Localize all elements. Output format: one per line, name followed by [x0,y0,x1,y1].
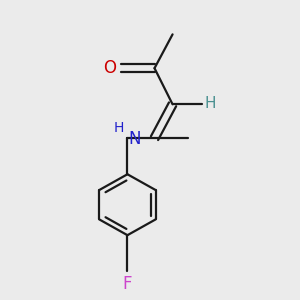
Text: F: F [123,275,132,293]
Text: N: N [129,130,141,148]
Text: O: O [103,59,116,77]
Text: H: H [114,121,124,135]
Text: H: H [205,96,216,111]
